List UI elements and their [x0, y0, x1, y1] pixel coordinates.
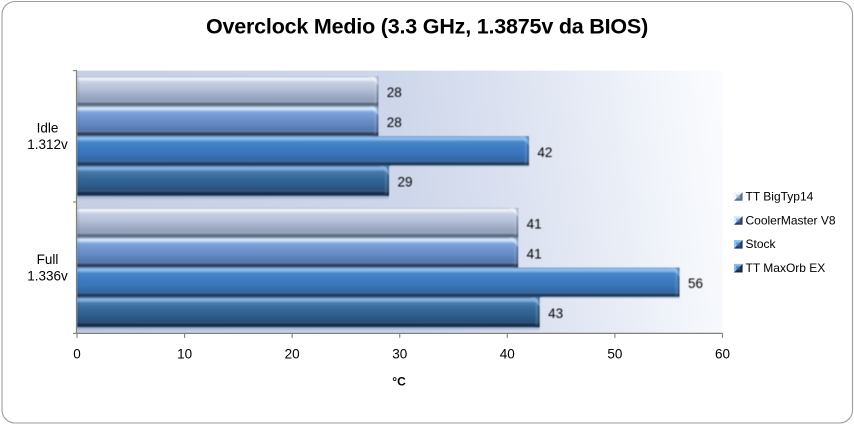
svg-text:41: 41: [527, 246, 542, 261]
svg-text:Overclock Medio (3.3 GHz, 1.38: Overclock Medio (3.3 GHz, 1.3875v da BIO…: [206, 15, 648, 39]
svg-text:20: 20: [285, 347, 300, 362]
svg-text:40: 40: [500, 347, 515, 362]
svg-text:41: 41: [527, 217, 542, 232]
svg-text:TT BigTyp14: TT BigTyp14: [746, 189, 814, 203]
svg-text:28: 28: [387, 115, 402, 130]
svg-text:Full: Full: [37, 252, 59, 267]
svg-text:56: 56: [688, 276, 703, 291]
svg-text:10: 10: [177, 347, 192, 362]
svg-text:43: 43: [548, 306, 563, 321]
svg-text:50: 50: [607, 347, 622, 362]
svg-text:CoolerMaster V8: CoolerMaster V8: [746, 213, 836, 227]
svg-text:0: 0: [73, 347, 81, 362]
svg-text:°C: °C: [392, 375, 406, 389]
svg-text:1.336v: 1.336v: [27, 268, 68, 283]
svg-text:TT MaxOrb EX: TT MaxOrb EX: [746, 261, 826, 275]
svg-text:29: 29: [397, 175, 412, 190]
svg-text:Stock: Stock: [746, 237, 777, 251]
svg-text:42: 42: [537, 145, 552, 160]
svg-text:60: 60: [715, 347, 730, 362]
svg-text:28: 28: [387, 85, 402, 100]
svg-text:Idle: Idle: [37, 121, 59, 136]
svg-text:1.312v: 1.312v: [27, 137, 68, 152]
svg-text:30: 30: [392, 347, 407, 362]
